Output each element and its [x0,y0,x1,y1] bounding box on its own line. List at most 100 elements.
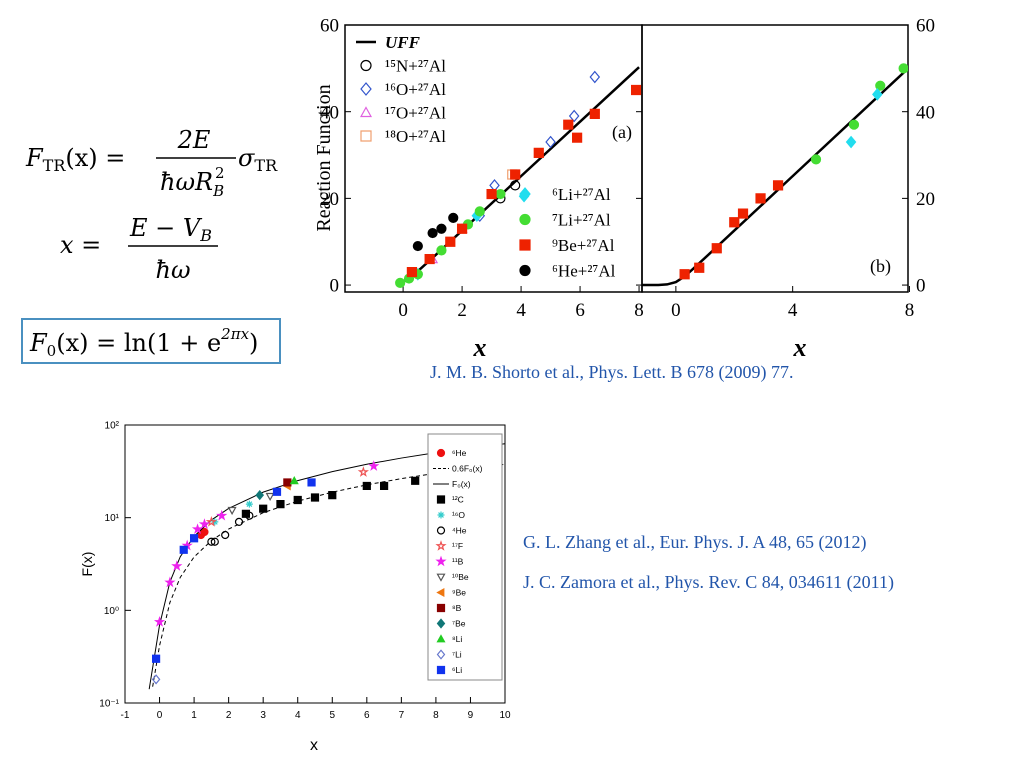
marker [191,523,204,535]
formula-box [21,318,281,364]
x-tick-label: 2 [226,710,232,721]
formula-text: FTR(x) = [25,144,125,175]
formula-x: x = E − VB ħω [60,214,218,284]
denominator: ħωRB [160,168,224,200]
marker [510,180,521,191]
marker [436,573,446,582]
marker [427,227,438,239]
y-tick-label: 20 [320,189,339,210]
legend-label: ⁷Li [452,650,462,660]
marker [227,506,237,516]
marker [362,481,371,491]
marker [265,492,275,502]
legend-label: F₀(x) [452,479,471,489]
marker [207,537,216,546]
marker [151,654,161,663]
legend-label: 0.6F₀(x) [452,464,483,474]
x-tick-label: 8 [905,300,915,321]
x-tick-label: 0 [398,300,408,321]
legend-label: ⁸B [452,603,462,613]
marker [245,500,253,508]
marker [411,476,420,485]
subscript: B [199,226,212,245]
symbol: F [29,329,48,357]
symbol: E − V [129,214,203,242]
marker [519,213,531,226]
marker [310,493,320,502]
y-tick-label: 40 [916,102,935,123]
marker [495,188,506,200]
marker [179,545,188,554]
formula-text: σTR [238,144,278,175]
marker [198,518,211,529]
plot-frame [641,24,909,293]
marker [435,540,447,551]
x-tick-label: 2 [457,300,467,321]
marker [360,130,372,142]
x-tick-label: 10 [499,710,511,721]
marker [368,460,380,471]
legend-label: ¹¹B [452,557,464,567]
symbol: (x) = ln(1 + e [56,329,221,357]
marker [289,476,299,485]
symbol: F [25,144,44,172]
marker [164,576,176,588]
legend-label: ⁶He [452,448,467,458]
marker [486,188,497,200]
marker [153,616,166,627]
marker [545,135,556,149]
plot-area [395,66,642,288]
legend-label: ¹⁸O+²⁷Al [385,127,446,146]
marker [436,495,446,504]
y-axis-label: Reaction Function [313,84,335,231]
numerator: 2E [177,126,211,154]
citation: J. M. B. Shorto et al., Phys. Lett. B 67… [430,362,794,383]
chart: 0 2 4 6 8 0 20 40 60 x Reaction Function (a) UFF ¹⁵N+… [313,16,644,362]
marker [448,212,459,223]
marker [772,180,784,191]
marker [216,509,228,521]
legend-label: ¹⁷O+²⁷Al [385,104,446,123]
panel-label: (b) [870,256,891,277]
marker [436,223,447,234]
x-tick-label: 8 [433,710,439,721]
x-tick-label: 1 [191,710,197,721]
x-tick-label: 9 [468,710,474,721]
y-tick-label: 40 [320,102,339,123]
legend-label: ⁶Li [452,665,462,675]
x-tick-label: 6 [575,300,585,321]
marker [589,108,600,119]
plot-frame [124,424,506,704]
symbol: ħωR [160,168,213,196]
marker [872,88,883,101]
legend-label: ⁹Be+²⁷Al [552,236,615,255]
legend-label: UFF [385,33,421,52]
x-tick-label: 7 [399,710,405,721]
marker [379,481,389,491]
legend-label: ¹²C [452,495,464,505]
formula-tr: FTR(x) = 2E ħωRB 2 σTR [25,126,278,200]
marker [631,84,642,96]
marker [729,217,740,228]
marker [437,511,445,519]
marker [533,147,544,158]
panel-label: (a) [612,122,632,143]
legend-label: ¹⁶O+²⁷Al [385,80,446,99]
marker [436,634,446,643]
marker [360,59,372,72]
x-tick-label: 8 [634,300,644,321]
marker [519,264,531,277]
marker [694,262,705,273]
subscript: B [212,182,224,200]
marker [755,193,766,204]
marker [328,491,337,500]
x-tick-label: 4 [788,300,798,321]
marker [283,478,292,487]
marker [875,80,886,91]
marker [519,239,531,251]
marker [519,187,531,201]
marker [845,135,857,149]
